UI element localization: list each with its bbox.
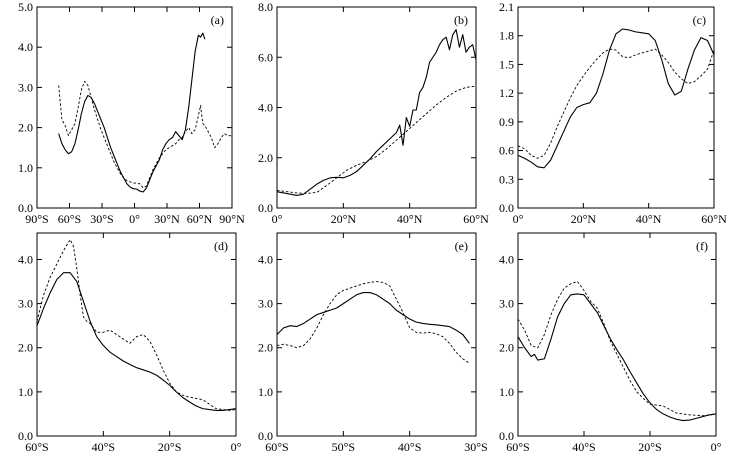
panel-f-xtick-label: 60°S xyxy=(506,440,529,454)
panel-d-xtick-label: 0° xyxy=(231,440,242,454)
panel-e-xtick-label: 60°S xyxy=(265,440,288,454)
panel-f-xtick-label: 40°S xyxy=(572,440,595,454)
panel-a-ytick-label: 0.0 xyxy=(18,201,33,215)
panel-a-ytick-label: 1.0 xyxy=(18,161,33,175)
panel-d-ytick-label: 0.0 xyxy=(18,429,33,443)
panel-e: 60°S 50°S 40°S 30°S 0.0 1.0 2.0 3.0 4.0 (e) xyxy=(258,232,488,454)
panel-a-xtick-label: 60°S xyxy=(58,212,81,226)
panel-e-ytick-label: 4.0 xyxy=(258,252,273,266)
panel-f-ytick-label: 3.0 xyxy=(499,297,514,311)
panel-e-ytick-label: 2.0 xyxy=(258,341,273,355)
panel-a-xtick-label: 60°N xyxy=(187,212,213,226)
panel-e-ytick-label: 3.0 xyxy=(258,297,273,311)
panel-b-ytick-label: 0.0 xyxy=(258,201,273,215)
panel-a-series-solid-line xyxy=(58,32,206,193)
panel-e-xtick-label: 50°S xyxy=(332,440,355,454)
panel-c-ytick-label: 2.1 xyxy=(499,0,514,14)
panel-c-ytick-label: 1.2 xyxy=(499,86,514,100)
panel-a: 90°S 60°S 30°S 0° 30°N 60°N 90°N 0.0 1.0 2.0 3.0 4.… xyxy=(18,0,245,226)
panel-a-xtick-label: 30°N xyxy=(154,212,180,226)
panel-a-ytick-label: 4.0 xyxy=(18,40,33,54)
panel-b-series-dashed-line xyxy=(276,85,477,194)
panel-d: 60°S 40°S 20°S 0° 0.0 1.0 2.0 3.0 4.0 (d) xyxy=(18,232,242,454)
panel-a-ytick-label: 2.0 xyxy=(18,121,33,135)
panel-a-ytick-label: 3.0 xyxy=(18,80,33,94)
panel-a-ytick-label: 5.0 xyxy=(18,0,33,14)
panel-f-series-solid-line xyxy=(517,293,717,422)
panel-f-xtick-label: 20°S xyxy=(638,440,661,454)
panel-f-ytick-label: 1.0 xyxy=(499,385,514,399)
panel-b: 0° 20°N 40°N 60°N 0.0 2.0 4.0 6.0 8.0 (b) xyxy=(258,0,489,226)
panel-b-series-solid-line xyxy=(276,29,477,196)
panel-e-frame xyxy=(276,232,477,437)
panel-c-series-solid-line xyxy=(517,28,715,169)
panel-b-label: (b) xyxy=(454,13,468,27)
panel-b-ytick-label: 6.0 xyxy=(258,50,273,64)
panel-c-xtick-label: 60°N xyxy=(701,212,727,226)
panel-d-series-solid-line xyxy=(36,272,237,411)
panel-e-ytick-label: 0.0 xyxy=(258,429,273,443)
panel-e-series-solid-line xyxy=(276,292,470,344)
panel-c-ytick-label: 0.9 xyxy=(499,115,514,129)
panel-c-xtick-label: 20°N xyxy=(571,212,597,226)
panel-b-xtick-label: 40°N xyxy=(397,212,423,226)
panel-d-label: (d) xyxy=(214,239,228,253)
panel-c: 0° 20°N 40°N 60°N 0.0 0.3 0.6 0.9 1.2 1.5 1.8 2.1 (c… xyxy=(499,0,727,226)
panel-b-xtick-label: 0° xyxy=(272,212,283,226)
panel-d-xtick-label: 20°S xyxy=(158,440,181,454)
panel-a-series-dashed-line xyxy=(58,80,231,189)
panel-d-ytick-label: 3.0 xyxy=(18,297,33,311)
panel-e-series-dashed-line xyxy=(276,281,470,364)
panel-d-xtick-label: 60°S xyxy=(25,440,48,454)
panel-c-xtick-label: 40°N xyxy=(636,212,662,226)
panel-c-series-dashed-line xyxy=(517,48,715,159)
panel-a-xtick-label: 0° xyxy=(129,212,140,226)
panel-f-label: (f) xyxy=(696,239,708,253)
panel-a-xtick-label: 90°N xyxy=(219,212,245,226)
panel-e-label: (e) xyxy=(455,239,468,253)
panel-a-xtick-label: 30°S xyxy=(90,212,113,226)
panel-f: 60°S 40°S 20°S 0° 0.0 1.0 2.0 3.0 4.0 (f) xyxy=(499,232,722,454)
panel-a-xtick-label: 90°S xyxy=(25,212,48,226)
panel-e-ytick-label: 1.0 xyxy=(258,385,273,399)
panel-b-ytick-label: 8.0 xyxy=(258,0,273,14)
panel-d-ytick-label: 4.0 xyxy=(18,252,33,266)
panel-e-xtick-label: 40°S xyxy=(398,440,421,454)
panel-c-ytick-label: 1.5 xyxy=(499,57,514,71)
panel-d-ytick-label: 1.0 xyxy=(18,385,33,399)
panel-c-xtick-label: 0° xyxy=(513,212,524,226)
panel-d-frame xyxy=(36,232,237,437)
panel-f-ytick-label: 2.0 xyxy=(499,341,514,355)
panel-c-ytick-label: 0.3 xyxy=(499,172,514,186)
panel-f-frame xyxy=(517,232,717,437)
panel-b-ytick-label: 4.0 xyxy=(258,101,273,115)
panel-c-ytick-label: 1.8 xyxy=(499,29,514,43)
panel-d-xtick-label: 40°S xyxy=(92,440,115,454)
panel-a-frame xyxy=(36,6,233,209)
panel-e-xtick-label: 30°S xyxy=(464,440,487,454)
panel-f-ytick-label: 4.0 xyxy=(499,252,514,266)
panel-c-frame xyxy=(517,6,715,209)
panel-b-xtick-label: 60°N xyxy=(463,212,489,226)
panel-c-ytick-label: 0.0 xyxy=(499,201,514,215)
panel-f-ytick-label: 0.0 xyxy=(499,429,514,443)
panel-f-series-dashed-line xyxy=(517,281,717,417)
panel-f-xtick-label: 0° xyxy=(711,440,722,454)
panel-b-xtick-label: 20°N xyxy=(331,212,357,226)
panel-b-ytick-label: 2.0 xyxy=(258,151,273,165)
panel-c-label: (c) xyxy=(693,13,706,27)
panel-d-ytick-label: 2.0 xyxy=(18,341,33,355)
panel-c-ytick-label: 0.6 xyxy=(499,144,514,158)
panel-a-label: (a) xyxy=(211,13,224,27)
panel-d-series-dashed-line xyxy=(36,239,237,411)
